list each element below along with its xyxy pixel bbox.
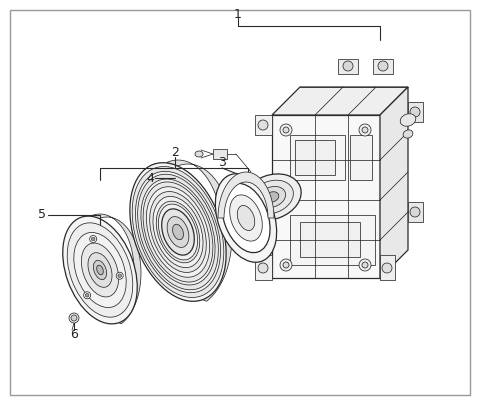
Ellipse shape bbox=[84, 292, 91, 299]
Ellipse shape bbox=[216, 174, 276, 262]
Bar bbox=[295, 140, 335, 175]
Text: 5: 5 bbox=[38, 208, 46, 221]
Ellipse shape bbox=[82, 243, 119, 297]
Ellipse shape bbox=[67, 223, 133, 317]
Ellipse shape bbox=[63, 216, 137, 324]
Ellipse shape bbox=[138, 174, 218, 290]
Polygon shape bbox=[380, 87, 408, 278]
Ellipse shape bbox=[359, 259, 371, 271]
Ellipse shape bbox=[251, 180, 293, 214]
Text: 2: 2 bbox=[171, 145, 179, 158]
Ellipse shape bbox=[150, 192, 206, 272]
Text: 3: 3 bbox=[218, 157, 226, 169]
Ellipse shape bbox=[283, 262, 289, 268]
Bar bbox=[350, 135, 372, 180]
Polygon shape bbox=[338, 59, 358, 74]
Bar bbox=[300, 222, 360, 257]
Ellipse shape bbox=[258, 186, 286, 208]
Ellipse shape bbox=[410, 107, 420, 117]
Ellipse shape bbox=[69, 313, 79, 323]
Polygon shape bbox=[272, 87, 408, 115]
Ellipse shape bbox=[88, 253, 112, 287]
Text: 4: 4 bbox=[146, 171, 154, 184]
Text: 1: 1 bbox=[234, 7, 242, 20]
Ellipse shape bbox=[230, 195, 262, 241]
Ellipse shape bbox=[146, 187, 210, 277]
Polygon shape bbox=[408, 102, 423, 122]
Ellipse shape bbox=[237, 206, 255, 230]
Polygon shape bbox=[255, 255, 272, 280]
Ellipse shape bbox=[378, 61, 388, 71]
Ellipse shape bbox=[362, 262, 368, 268]
Ellipse shape bbox=[265, 192, 279, 202]
Bar bbox=[290, 215, 375, 265]
Ellipse shape bbox=[382, 263, 392, 273]
Ellipse shape bbox=[173, 224, 183, 240]
Ellipse shape bbox=[71, 315, 77, 321]
Ellipse shape bbox=[280, 124, 292, 136]
Text: 6: 6 bbox=[70, 328, 78, 341]
Ellipse shape bbox=[90, 236, 96, 243]
Ellipse shape bbox=[280, 259, 292, 271]
Ellipse shape bbox=[167, 217, 189, 247]
Ellipse shape bbox=[143, 182, 213, 282]
Ellipse shape bbox=[118, 274, 121, 278]
Polygon shape bbox=[272, 115, 380, 278]
Ellipse shape bbox=[258, 263, 268, 273]
Ellipse shape bbox=[116, 272, 123, 279]
Ellipse shape bbox=[132, 166, 224, 298]
Polygon shape bbox=[380, 255, 395, 280]
Ellipse shape bbox=[156, 201, 200, 263]
Ellipse shape bbox=[403, 130, 413, 138]
Bar bbox=[290, 135, 345, 180]
Polygon shape bbox=[255, 115, 272, 135]
Polygon shape bbox=[373, 59, 393, 74]
Ellipse shape bbox=[362, 127, 368, 133]
Ellipse shape bbox=[158, 204, 198, 260]
Ellipse shape bbox=[258, 120, 268, 130]
Ellipse shape bbox=[85, 293, 89, 297]
Ellipse shape bbox=[91, 237, 95, 241]
Polygon shape bbox=[91, 214, 141, 324]
Polygon shape bbox=[218, 172, 274, 218]
Ellipse shape bbox=[283, 127, 289, 133]
Ellipse shape bbox=[243, 174, 301, 220]
Ellipse shape bbox=[153, 196, 203, 268]
Ellipse shape bbox=[359, 124, 371, 136]
Ellipse shape bbox=[94, 260, 107, 280]
Ellipse shape bbox=[410, 207, 420, 217]
Ellipse shape bbox=[135, 171, 220, 293]
Ellipse shape bbox=[195, 151, 203, 157]
Ellipse shape bbox=[130, 163, 226, 301]
Ellipse shape bbox=[222, 183, 270, 253]
Ellipse shape bbox=[141, 179, 215, 285]
Polygon shape bbox=[167, 160, 232, 301]
Ellipse shape bbox=[400, 114, 416, 126]
Ellipse shape bbox=[74, 232, 126, 308]
Polygon shape bbox=[408, 202, 423, 222]
Bar bbox=[213, 149, 227, 159]
Ellipse shape bbox=[96, 265, 103, 275]
Ellipse shape bbox=[162, 209, 194, 255]
Ellipse shape bbox=[343, 61, 353, 71]
